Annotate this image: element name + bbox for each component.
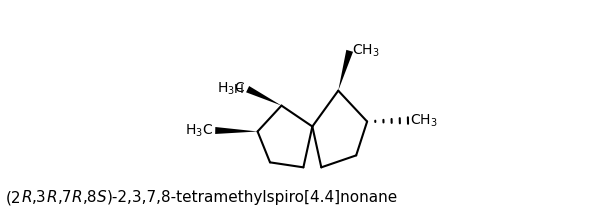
Text: $\mathregular{H_3C}$: $\mathregular{H_3C}$ bbox=[217, 81, 245, 97]
Polygon shape bbox=[246, 86, 282, 106]
Text: R: R bbox=[21, 190, 32, 205]
Text: )-2,3,7,8-tetramethylspiro[4.4]nonane: )-2,3,7,8-tetramethylspiro[4.4]nonane bbox=[107, 190, 398, 205]
Text: ,8: ,8 bbox=[83, 190, 97, 205]
Text: R: R bbox=[47, 190, 57, 205]
Text: R: R bbox=[72, 190, 83, 205]
Text: $\mathregular{CH_3}$: $\mathregular{CH_3}$ bbox=[352, 43, 380, 59]
Polygon shape bbox=[215, 127, 258, 134]
Text: H: H bbox=[233, 83, 244, 96]
Text: ,7: ,7 bbox=[57, 190, 72, 205]
Text: ,3: ,3 bbox=[32, 190, 47, 205]
Text: $\mathregular{CH_3}$: $\mathregular{CH_3}$ bbox=[410, 112, 438, 129]
Text: (2: (2 bbox=[6, 190, 21, 205]
Text: $\mathregular{H_3C}$: $\mathregular{H_3C}$ bbox=[185, 122, 213, 139]
Text: S: S bbox=[97, 190, 107, 205]
Polygon shape bbox=[338, 50, 353, 91]
